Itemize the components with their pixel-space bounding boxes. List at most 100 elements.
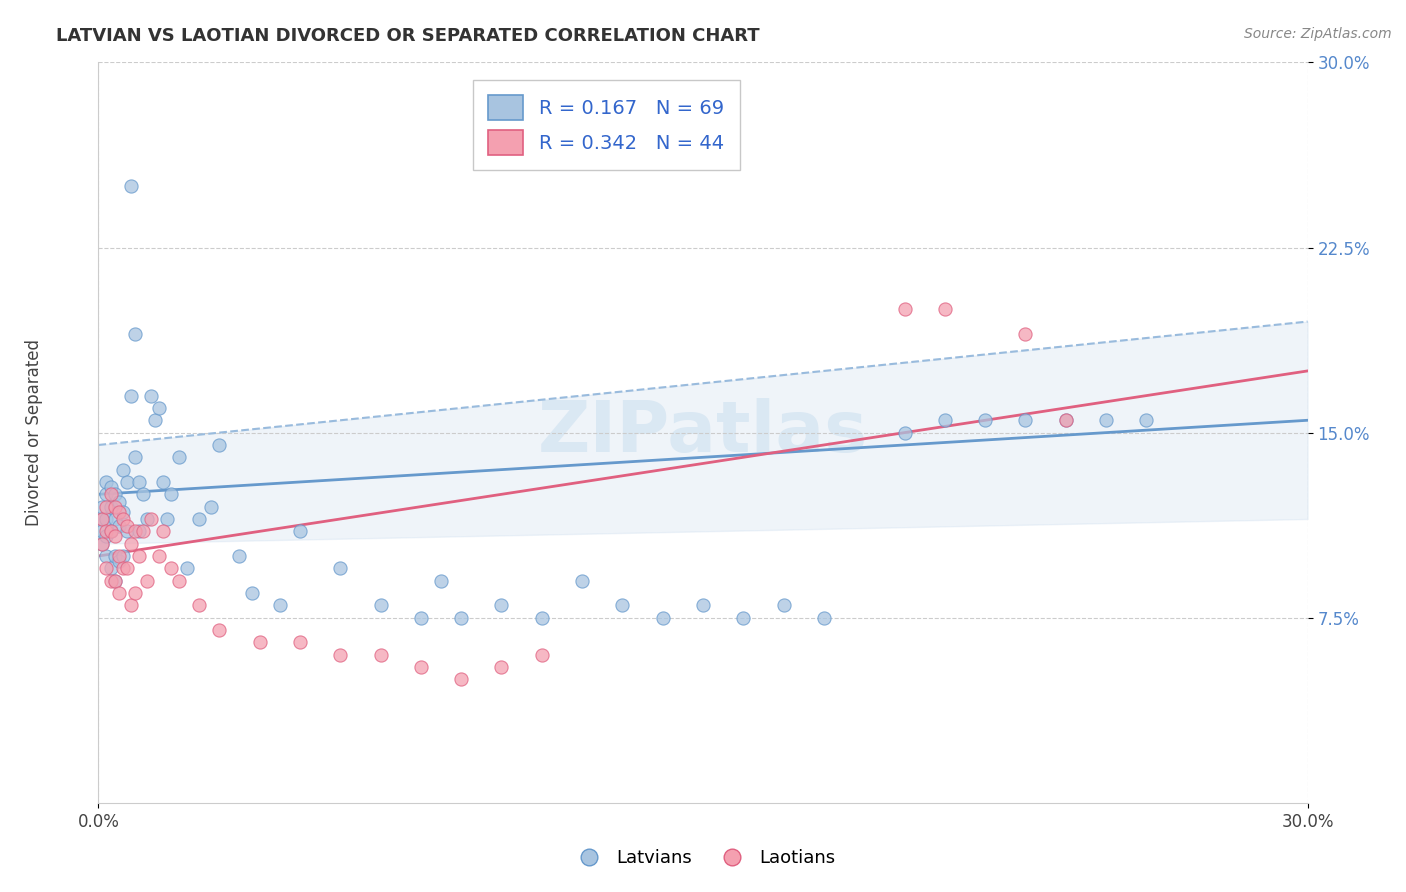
Point [651, 610, 673, 624]
Point [111, 505, 134, 519]
Point [115, 519, 138, 533]
Point [96, 512, 118, 526]
Point [115, 524, 138, 539]
Point [491, 599, 513, 613]
Point [571, 574, 593, 588]
Point [188, 512, 211, 526]
Point [409, 610, 432, 624]
Point [491, 660, 513, 674]
Point [103, 574, 125, 588]
Text: Source: ZipAtlas.com: Source: ZipAtlas.com [1244, 27, 1392, 41]
Point [111, 462, 134, 476]
Point [96, 549, 118, 563]
Point [208, 438, 231, 452]
Point [208, 623, 231, 637]
Point [160, 561, 183, 575]
Point [152, 475, 174, 489]
Point [132, 487, 155, 501]
Point [176, 561, 198, 575]
Point [156, 512, 179, 526]
Point [91, 500, 114, 514]
Point [139, 388, 162, 402]
Point [103, 574, 125, 588]
Point [100, 524, 122, 539]
Point [120, 178, 142, 193]
Point [370, 599, 392, 613]
Point [120, 536, 142, 550]
Legend: Latvians, Laotians: Latvians, Laotians [564, 842, 842, 874]
Point [103, 500, 125, 514]
Point [148, 401, 170, 415]
Point [530, 610, 553, 624]
Point [96, 524, 118, 539]
Point [893, 302, 915, 317]
Point [96, 475, 118, 489]
Point [188, 599, 211, 613]
Point [124, 586, 146, 600]
Point [107, 586, 129, 600]
Point [1095, 413, 1118, 427]
Point [107, 554, 129, 568]
Point [329, 648, 352, 662]
Point [96, 500, 118, 514]
Point [128, 549, 150, 563]
Point [1054, 413, 1077, 427]
Point [91, 512, 114, 526]
Text: ZIPatlas: ZIPatlas [538, 398, 868, 467]
Point [813, 610, 835, 624]
Point [100, 480, 122, 494]
Point [107, 549, 129, 563]
Point [135, 574, 157, 588]
Text: LATVIAN VS LAOTIAN DIVORCED OR SEPARATED CORRELATION CHART: LATVIAN VS LAOTIAN DIVORCED OR SEPARATED… [56, 27, 759, 45]
Point [103, 487, 125, 501]
Point [100, 574, 122, 588]
Point [91, 512, 114, 526]
Point [91, 536, 114, 550]
Point [96, 561, 118, 575]
Point [893, 425, 915, 440]
Point [100, 561, 122, 575]
Point [107, 519, 129, 533]
Point [91, 536, 114, 550]
Point [111, 512, 134, 526]
Point [167, 574, 190, 588]
Point [115, 561, 138, 575]
Point [249, 635, 271, 649]
Point [370, 648, 392, 662]
Point [450, 610, 472, 624]
Point [103, 529, 125, 543]
Point [120, 599, 142, 613]
Point [132, 524, 155, 539]
Point [128, 475, 150, 489]
Point [1014, 413, 1036, 427]
Point [91, 524, 114, 539]
Point [148, 549, 170, 563]
Legend: R = 0.167   N = 69, R = 0.342   N = 44: R = 0.167 N = 69, R = 0.342 N = 44 [472, 79, 740, 170]
Point [100, 487, 122, 501]
Point [1135, 413, 1157, 427]
Point [111, 549, 134, 563]
Point [96, 529, 118, 543]
Point [1054, 413, 1077, 427]
Point [240, 586, 263, 600]
Point [200, 500, 222, 514]
Point [107, 505, 129, 519]
Point [143, 413, 166, 427]
Point [128, 524, 150, 539]
Point [96, 487, 118, 501]
Y-axis label: Divorced or Separated: Divorced or Separated [25, 339, 42, 526]
Point [934, 302, 956, 317]
Point [103, 512, 125, 526]
Point [100, 524, 122, 539]
Point [1014, 326, 1036, 341]
Point [107, 494, 129, 508]
Point [167, 450, 190, 465]
Point [430, 574, 453, 588]
Point [329, 561, 352, 575]
Point [409, 660, 432, 674]
Point [692, 599, 714, 613]
Point [115, 475, 138, 489]
Point [160, 487, 183, 501]
Point [772, 599, 794, 613]
Point [530, 648, 553, 662]
